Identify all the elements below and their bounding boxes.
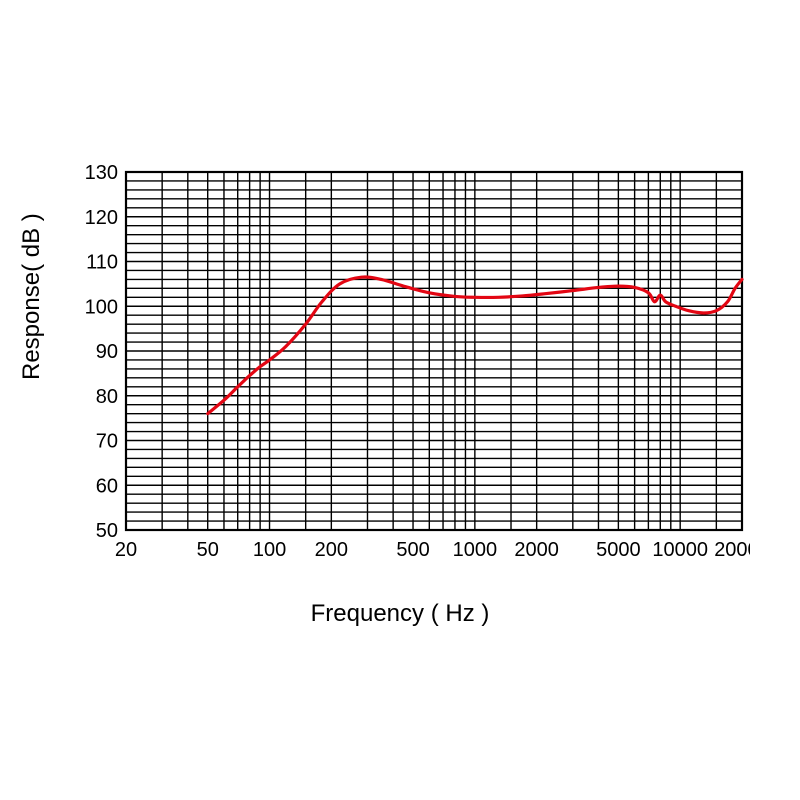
x-tick-label: 50 xyxy=(197,539,219,561)
y-tick-label: 70 xyxy=(96,431,118,453)
x-tick-label: 1000 xyxy=(453,539,498,561)
y-tick-label: 90 xyxy=(96,341,118,363)
y-axis-label: Response( dB ) xyxy=(18,213,46,380)
x-tick-label: 2000 xyxy=(514,539,559,561)
x-tick-label: 500 xyxy=(396,539,429,561)
y-tick-label: 110 xyxy=(86,252,118,274)
frequency-response-chart: 5060708090100110120130205010020050010002… xyxy=(50,160,750,600)
x-tick-label: 100 xyxy=(253,539,286,561)
y-tick-label: 80 xyxy=(96,386,118,408)
x-tick-label: 20 xyxy=(115,539,137,561)
y-tick-label: 100 xyxy=(85,296,118,318)
x-tick-label: 200 xyxy=(315,539,348,561)
x-tick-label: 5000 xyxy=(596,539,641,561)
chart-stage: Response( dB ) 50 60 70 80 90 100 110 120 130 20 5… xyxy=(0,0,800,800)
chart-area: 5060708090100110120130205010020050010002… xyxy=(50,160,750,600)
x-axis-label-text: Frequency ( Hz ) xyxy=(311,600,490,627)
x-axis-label: Frequency ( Hz ) xyxy=(0,600,800,628)
y-axis-label-text: Response( dB ) xyxy=(18,213,45,380)
x-tick-label: 10000 xyxy=(652,539,708,561)
y-tick-label: 130 xyxy=(85,162,118,184)
y-tick-label: 60 xyxy=(96,475,118,497)
x-tick-label: 20000 xyxy=(714,539,750,561)
y-tick-label: 120 xyxy=(85,207,118,229)
